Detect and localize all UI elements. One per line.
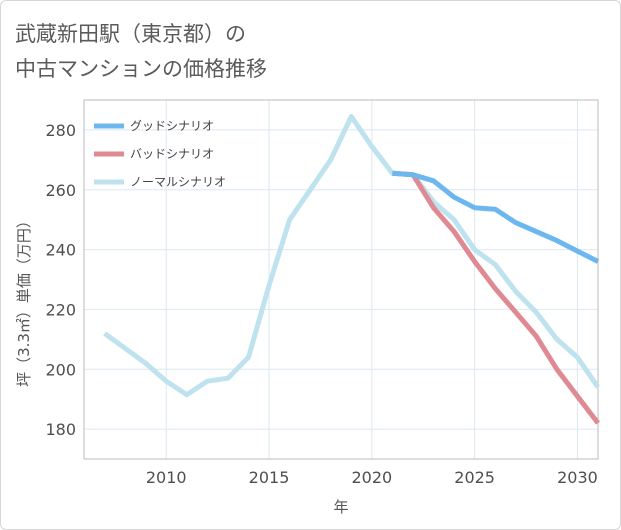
y-tick-200: 200 [45,360,76,379]
y-tick-260: 260 [45,181,76,200]
title-line-2: 中古マンションの価格推移 [15,57,267,81]
title-line-1: 武蔵新田駅（東京都）の [15,22,246,46]
series-line-good [392,170,600,264]
x-tick-2015: 2015 [249,468,290,487]
y-tick-220: 220 [45,300,76,319]
y-tick-240: 240 [45,241,76,260]
plot-frame [83,99,599,460]
legend-label-good: グッドシナリオ [130,119,214,133]
x-axis-label: 年 [333,498,348,516]
x-tick-2025: 2025 [454,468,495,487]
x-tick-2030: 2030 [557,468,598,487]
x-tick-2020: 2020 [351,468,392,487]
y-axis-label: 坪（3.3㎡）単価（万円） [15,213,33,387]
chart-title: 武蔵新田駅（東京都）の 中古マンションの価格推移 [15,17,267,87]
series-layer [103,114,601,425]
series-line-normal [103,114,601,398]
legend-label-normal: ノーマルシナリオ [130,175,226,189]
series-line-bad [392,170,600,425]
legend-label-bad: バッドシナリオ [130,147,214,161]
x-tick-2010: 2010 [146,468,187,487]
y-tick-280: 280 [45,121,76,140]
tick-labels: 2010 2015 2020 2025 2030 180 200 220 240 260 280 [45,121,597,487]
y-tick-180: 180 [45,420,76,439]
